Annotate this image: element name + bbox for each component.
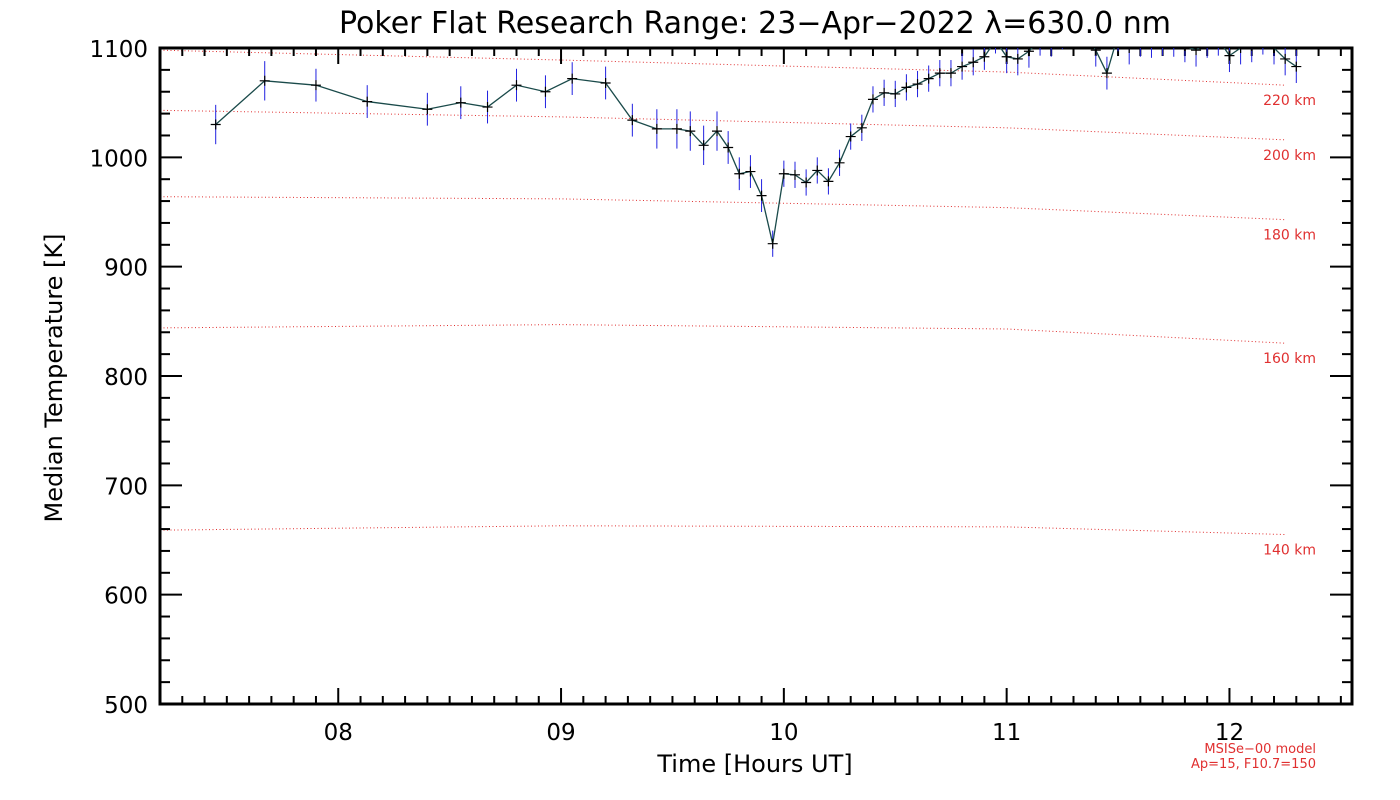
data-point <box>767 238 778 249</box>
x-tick-label: 12 <box>1215 720 1244 746</box>
data-point <box>957 61 968 72</box>
x-tick-label: 08 <box>324 720 353 746</box>
data-point <box>745 166 756 177</box>
data-point <box>1001 51 1012 62</box>
data-point <box>259 75 270 86</box>
model-note-line-1: MSISe−00 model <box>1204 742 1316 757</box>
altitude-line <box>160 525 1286 536</box>
data-point <box>1235 48 1246 53</box>
data-point <box>723 142 734 153</box>
data-point <box>1251 48 1253 51</box>
data-point <box>1224 50 1235 61</box>
y-axis-label: Median Temperature [K] <box>40 233 68 522</box>
data-point <box>511 80 522 91</box>
data-point <box>567 73 578 84</box>
data-point <box>1124 48 1135 53</box>
data-point <box>945 68 956 79</box>
altitude-label: 200 km <box>1263 148 1316 164</box>
altitude-label: 220 km <box>1263 93 1316 109</box>
data-point <box>856 122 867 133</box>
altitude-line <box>160 196 1286 221</box>
plot-frame <box>158 46 1354 706</box>
data-point <box>310 80 321 91</box>
data-point <box>1213 34 1223 44</box>
model-note-line-2: Ap=15, F10.7=150 <box>1191 757 1316 772</box>
y-tick-label: 1100 <box>89 37 148 63</box>
data-point <box>1202 36 1212 46</box>
x-tick-label: 11 <box>992 720 1021 746</box>
data-point <box>823 176 834 187</box>
y-tick-label: 600 <box>104 584 148 610</box>
x-tick-label: 09 <box>546 720 575 746</box>
data-point <box>540 86 551 97</box>
data-point <box>867 94 878 105</box>
x-tick-label: 10 <box>769 720 798 746</box>
data-point <box>801 177 812 188</box>
data-point <box>812 165 823 176</box>
data-point <box>1090 48 1101 56</box>
data-point <box>1012 53 1023 64</box>
data-point <box>734 168 745 179</box>
data-point <box>890 88 901 99</box>
data-point <box>1291 61 1302 72</box>
data-point <box>362 96 373 107</box>
data-point <box>789 169 800 180</box>
data-point <box>1269 48 1280 53</box>
y-tick-label: 700 <box>104 474 148 500</box>
data-point <box>1023 48 1034 57</box>
data-point <box>482 102 493 113</box>
data-point <box>627 115 638 126</box>
axes: 08 09 10 11 12 500 600 700 800 900 1000 1100 <box>89 37 1354 746</box>
data-point <box>671 123 682 134</box>
y-tick-label: 500 <box>104 693 148 719</box>
x-axis-label: Time [Hours UT] <box>656 750 852 778</box>
data-point <box>1191 48 1202 56</box>
data-point <box>685 126 696 137</box>
data-point <box>455 97 466 108</box>
altitude-label: 180 km <box>1263 228 1316 244</box>
y-tick-label: 800 <box>104 365 148 391</box>
altitude-label: 140 km <box>1263 543 1316 559</box>
data-point <box>979 51 990 62</box>
data-point <box>778 168 789 179</box>
data-point <box>901 82 912 93</box>
data-point <box>712 126 723 137</box>
y-tick-label: 1000 <box>89 146 148 172</box>
data-point <box>422 104 433 115</box>
data-series <box>210 33 1302 257</box>
altitude-reference-lines <box>160 49 1286 536</box>
data-point <box>756 190 767 201</box>
series-line <box>215 48 1297 244</box>
data-point <box>698 140 709 151</box>
altitude-line <box>160 324 1286 344</box>
data-point <box>934 68 945 79</box>
data-point <box>923 73 934 84</box>
data-point <box>600 77 611 88</box>
data-point <box>845 131 856 142</box>
altitude-line <box>160 49 1286 86</box>
data-point <box>210 119 221 130</box>
altitude-label: 160 km <box>1263 351 1316 367</box>
y-tick-label: 900 <box>104 256 148 282</box>
data-point <box>1258 33 1268 43</box>
data-point <box>1184 48 1186 51</box>
data-point <box>1280 53 1291 64</box>
data-point <box>651 123 662 134</box>
data-point <box>912 79 923 90</box>
altitude-line <box>160 109 1286 141</box>
data-point <box>968 57 979 68</box>
data-point <box>834 157 845 168</box>
data-point <box>879 87 890 98</box>
data-point <box>1101 68 1112 79</box>
chart-title: Poker Flat Research Range: 23−Apr−2022 λ… <box>339 6 1171 41</box>
